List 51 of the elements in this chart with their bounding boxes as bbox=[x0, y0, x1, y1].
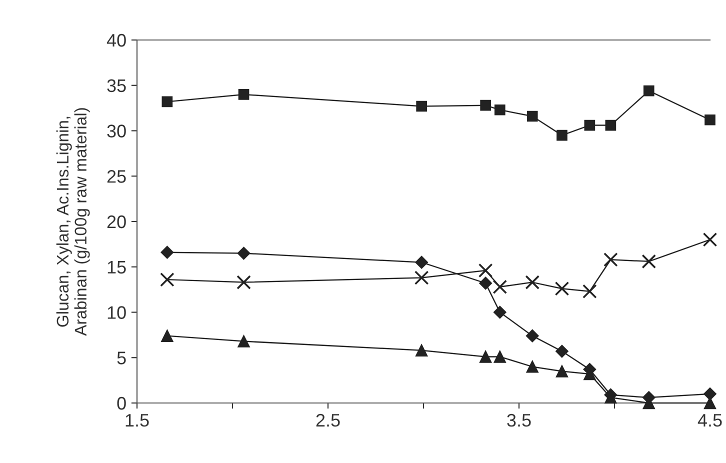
point bbox=[237, 246, 250, 260]
point bbox=[702, 232, 718, 247]
y-tick-label: 5 bbox=[117, 352, 126, 364]
point bbox=[238, 335, 250, 348]
x-tick-label: 1.5 bbox=[126, 414, 149, 427]
point bbox=[604, 252, 618, 267]
point bbox=[414, 270, 429, 285]
point bbox=[415, 256, 428, 269]
point bbox=[478, 263, 493, 278]
point bbox=[160, 246, 174, 259]
point bbox=[236, 275, 251, 290]
point bbox=[556, 344, 568, 358]
point bbox=[605, 120, 616, 131]
point bbox=[704, 114, 716, 126]
x-tick-label: 4.5 bbox=[698, 414, 722, 427]
y-tick-label: 0 bbox=[117, 396, 126, 410]
point bbox=[642, 254, 656, 269]
y-tick-label: 30 bbox=[107, 124, 126, 138]
point bbox=[554, 282, 570, 296]
point bbox=[479, 276, 492, 290]
point bbox=[493, 306, 506, 319]
point bbox=[480, 100, 491, 111]
point bbox=[556, 130, 568, 141]
y-tick-label: 25 bbox=[107, 170, 126, 183]
point bbox=[526, 360, 538, 373]
point bbox=[494, 104, 506, 116]
point bbox=[584, 120, 596, 131]
point bbox=[415, 344, 428, 356]
point bbox=[479, 350, 492, 363]
point bbox=[556, 365, 568, 378]
x-tick-label: 2.5 bbox=[316, 414, 340, 427]
y-tick-label: 15 bbox=[108, 260, 126, 274]
point bbox=[238, 89, 250, 100]
point bbox=[704, 387, 716, 400]
point bbox=[416, 100, 428, 112]
point bbox=[643, 85, 654, 96]
point bbox=[162, 96, 173, 108]
point bbox=[526, 110, 538, 122]
point bbox=[582, 284, 597, 299]
point bbox=[526, 329, 539, 342]
y-tick-label: 10 bbox=[108, 306, 126, 319]
point bbox=[492, 280, 508, 294]
y-axis-title: Glucan, Xylan, Ac.Ins.Lignin, Arabinan (g/100g raw material) bbox=[56, 108, 90, 336]
point bbox=[525, 275, 540, 290]
point bbox=[161, 330, 174, 342]
y-tick-label: 35 bbox=[107, 79, 126, 92]
point bbox=[494, 350, 506, 363]
y-tick-label: 20 bbox=[107, 215, 126, 228]
x-tick-label: 3.5 bbox=[507, 414, 531, 427]
y-tick-label: 40 bbox=[106, 34, 126, 47]
point bbox=[160, 272, 174, 287]
